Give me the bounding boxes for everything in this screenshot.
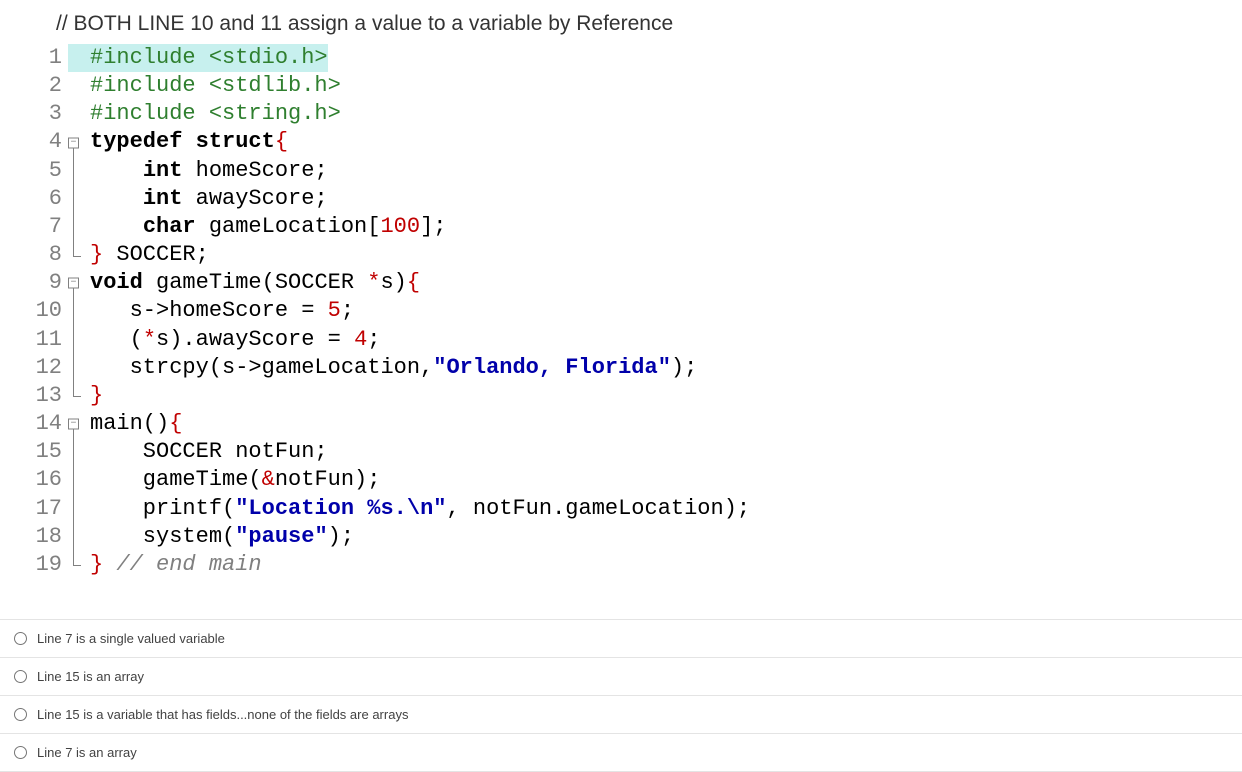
fold-minus-icon[interactable]: − — [68, 419, 79, 430]
code-text: #include <stdlib.h> — [86, 72, 341, 100]
code-line: 14−main(){ — [26, 410, 1242, 438]
answer-options-list: Line 7 is a single valued variable Line 1… — [0, 619, 1242, 772]
line-number: 4 — [26, 128, 68, 156]
line-number: 11 — [26, 326, 68, 354]
answer-label: Line 7 is a single valued variable — [37, 631, 225, 646]
answer-label: Line 15 is a variable that has fields...… — [37, 707, 408, 722]
code-line: 6 int awayScore; — [26, 185, 1242, 213]
answer-label: Line 7 is an array — [37, 745, 137, 760]
fold-gutter — [68, 72, 86, 100]
code-line: 5 int homeScore; — [26, 157, 1242, 185]
line-number: 17 — [26, 495, 68, 523]
line-number: 16 — [26, 466, 68, 494]
fold-minus-icon[interactable]: − — [68, 137, 79, 148]
code-text: main(){ — [86, 410, 182, 438]
code-text: (*s).awayScore = 4; — [86, 326, 380, 354]
line-number: 18 — [26, 523, 68, 551]
answer-option[interactable]: Line 7 is an array — [0, 733, 1242, 772]
fold-gutter — [68, 354, 86, 382]
fold-gutter — [68, 466, 86, 494]
fold-gutter: − — [68, 410, 86, 438]
code-text: #include <string.h> — [86, 100, 341, 128]
answer-option[interactable]: Line 15 is an array — [0, 657, 1242, 695]
code-line: 11 (*s).awayScore = 4; — [26, 326, 1242, 354]
code-line: 16 gameTime(&notFun); — [26, 466, 1242, 494]
code-text: system("pause"); — [86, 523, 354, 551]
code-text: int homeScore; — [86, 157, 328, 185]
code-line: 8 } SOCCER; — [26, 241, 1242, 269]
fold-gutter — [68, 523, 86, 551]
fold-gutter — [68, 100, 86, 128]
code-line: 3 #include <string.h> — [26, 100, 1242, 128]
question-title: // BOTH LINE 10 and 11 assign a value to… — [56, 12, 1242, 36]
code-text: strcpy(s->gameLocation,"Orlando, Florida… — [86, 354, 697, 382]
code-text: } SOCCER; — [86, 241, 209, 269]
code-text: gameTime(&notFun); — [86, 466, 380, 494]
fold-gutter — [68, 241, 86, 269]
fold-gutter — [68, 213, 86, 241]
code-line: 19 } // end main — [26, 551, 1242, 579]
code-line: 7 char gameLocation[100]; — [26, 213, 1242, 241]
code-text: } — [86, 382, 103, 410]
code-line: 2 #include <stdlib.h> — [26, 72, 1242, 100]
code-text: SOCCER notFun; — [86, 438, 328, 466]
answer-radio[interactable] — [14, 746, 27, 759]
code-text: int awayScore; — [86, 185, 328, 213]
answer-radio[interactable] — [14, 632, 27, 645]
code-editor: 1#include <stdio.h>2#include <stdlib.h>3… — [26, 44, 1242, 579]
fold-gutter — [68, 551, 86, 579]
line-number: 1 — [26, 44, 68, 72]
line-number: 19 — [26, 551, 68, 579]
fold-gutter — [68, 297, 86, 325]
code-text: printf("Location %s.\n", notFun.gameLoca… — [86, 495, 750, 523]
code-text: s->homeScore = 5; — [86, 297, 354, 325]
line-number: 5 — [26, 157, 68, 185]
line-number: 3 — [26, 100, 68, 128]
code-line: 1 #include <stdio.h> — [26, 44, 1242, 72]
answer-option[interactable]: Line 7 is a single valued variable — [0, 619, 1242, 657]
line-number: 15 — [26, 438, 68, 466]
code-line: 18 system("pause"); — [26, 523, 1242, 551]
code-line: 4−typedef struct{ — [26, 128, 1242, 156]
code-text: #include <stdio.h> — [86, 44, 328, 72]
fold-gutter: − — [68, 128, 86, 156]
code-line: 15 SOCCER notFun; — [26, 438, 1242, 466]
code-line: 12 strcpy(s->gameLocation,"Orlando, Flor… — [26, 354, 1242, 382]
code-text: } // end main — [86, 551, 262, 579]
line-number: 10 — [26, 297, 68, 325]
line-number: 7 — [26, 213, 68, 241]
fold-gutter — [68, 326, 86, 354]
line-number: 12 — [26, 354, 68, 382]
line-number: 6 — [26, 185, 68, 213]
answer-radio[interactable] — [14, 708, 27, 721]
code-text: void gameTime(SOCCER *s){ — [86, 269, 420, 297]
fold-gutter: − — [68, 269, 86, 297]
code-text: typedef struct{ — [86, 128, 288, 156]
line-number: 2 — [26, 72, 68, 100]
answer-radio[interactable] — [14, 670, 27, 683]
fold-gutter — [68, 438, 86, 466]
code-line: 13} — [26, 382, 1242, 410]
line-number: 14 — [26, 410, 68, 438]
answer-option[interactable]: Line 15 is a variable that has fields...… — [0, 695, 1242, 733]
line-number: 13 — [26, 382, 68, 410]
code-line: 10 s->homeScore = 5; — [26, 297, 1242, 325]
code-line: 9−void gameTime(SOCCER *s){ — [26, 269, 1242, 297]
code-text: char gameLocation[100]; — [86, 213, 446, 241]
fold-minus-icon[interactable]: − — [68, 278, 79, 289]
fold-gutter — [68, 495, 86, 523]
fold-gutter — [68, 382, 86, 410]
fold-gutter — [68, 44, 86, 72]
fold-gutter — [68, 157, 86, 185]
line-number: 8 — [26, 241, 68, 269]
code-line: 17 printf("Location %s.\n", notFun.gameL… — [26, 495, 1242, 523]
line-number: 9 — [26, 269, 68, 297]
fold-gutter — [68, 185, 86, 213]
answer-label: Line 15 is an array — [37, 669, 144, 684]
